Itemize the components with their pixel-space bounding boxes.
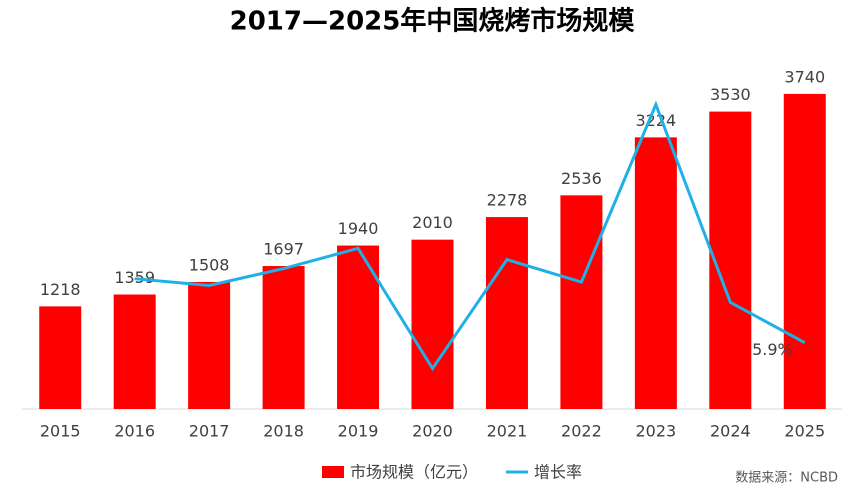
- x-tick-label: 2017: [189, 422, 230, 441]
- data-label: 1697: [263, 240, 304, 259]
- x-tick-label: 2016: [114, 422, 155, 441]
- bar: [560, 195, 603, 409]
- data-label: 5.9%: [752, 340, 793, 359]
- x-tick-label: 2015: [40, 422, 81, 441]
- line: [134, 100, 806, 372]
- data-label: 2536: [561, 169, 602, 188]
- data-label: 1218: [40, 280, 81, 299]
- x-tick-label: 2024: [710, 422, 751, 441]
- data-label: 2278: [487, 191, 528, 210]
- data-label: 1359: [114, 268, 155, 287]
- bar: [485, 217, 528, 409]
- data-label: 3224: [636, 111, 677, 130]
- bar: [262, 266, 305, 409]
- data-label: 3740: [784, 67, 825, 86]
- x-tick-label: 2021: [487, 422, 528, 441]
- bar: [411, 239, 454, 409]
- bar: [709, 111, 752, 409]
- x-tick-label: 2018: [263, 422, 304, 441]
- bar: [113, 294, 156, 409]
- chart-title: 2017—2025年中国烧烤市场规模: [230, 6, 636, 37]
- source: 数据来源：NCBD: [735, 471, 838, 486]
- legend-label: 市场规模（亿元）: [350, 463, 478, 482]
- bar: [783, 93, 826, 409]
- x-tick-label: 2023: [636, 422, 677, 441]
- data-label: 3530: [710, 85, 751, 104]
- data-label: 1508: [189, 255, 230, 274]
- x-tick-label: 2025: [784, 422, 825, 441]
- bar: [39, 306, 82, 409]
- x-tick-label: 2019: [338, 422, 379, 441]
- data-label: 2010: [412, 213, 453, 232]
- x-tick-label: 2020: [412, 422, 453, 441]
- x-tick-label: 2022: [561, 422, 602, 441]
- legend-label: 增长率: [534, 463, 582, 482]
- data-label: 1940: [338, 219, 379, 238]
- legend-swatch: [322, 466, 344, 478]
- bar: [188, 281, 231, 409]
- bar: [634, 137, 677, 410]
